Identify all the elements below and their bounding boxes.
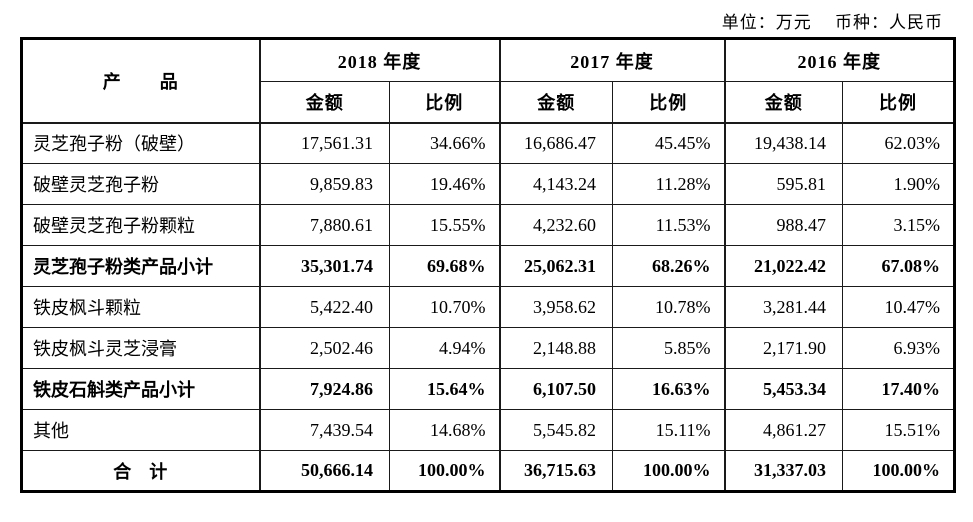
- amount-cell: 5,545.82: [498, 409, 613, 451]
- amount-header-2017: 金额: [498, 81, 613, 123]
- ratio-header-2016: 比例: [842, 81, 955, 123]
- product-cell: 铁皮枫斗颗粒: [21, 286, 260, 328]
- table-row: 铁皮枫斗灵芝浸膏 2,502.46 4.94% 2,148.88 5.85% 2,171.…: [21, 327, 955, 369]
- amount-cell: 50,666.14: [258, 450, 390, 492]
- ratio-cell: 6.93%: [842, 327, 955, 369]
- subheader-row: 金额 比例 金额 比例 金额 比例: [22, 81, 955, 123]
- amount-cell: 988.47: [723, 204, 843, 246]
- ratio-cell: 16.63%: [612, 368, 725, 410]
- amount-cell: 4,143.24: [498, 163, 613, 205]
- ratio-cell: 10.78%: [612, 286, 725, 328]
- ratio-cell: 14.68%: [389, 409, 500, 451]
- product-cell: 合 计: [21, 450, 260, 492]
- amount-cell: 3,281.44: [723, 286, 843, 328]
- amount-cell: 25,062.31: [498, 245, 613, 287]
- year-header-2016: 2016 年度: [723, 38, 955, 82]
- amount-cell: 17,561.31: [258, 122, 390, 164]
- ratio-cell: 1.90%: [842, 163, 955, 205]
- ratio-cell: 100.00%: [612, 450, 725, 492]
- table-row: 破壁灵芝孢子粉 9,859.83 19.46% 4,143.24 11.28% 595.8…: [21, 163, 955, 205]
- product-cell: 铁皮石斛类产品小计: [21, 368, 260, 410]
- ratio-cell: 17.40%: [842, 368, 955, 410]
- ratio-cell: 10.70%: [389, 286, 500, 328]
- ratio-cell: 3.15%: [842, 204, 955, 246]
- product-cell: 灵芝孢子粉（破壁）: [21, 122, 260, 164]
- amount-cell: 36,715.63: [498, 450, 613, 492]
- amount-cell: 35,301.74: [258, 245, 390, 287]
- ratio-cell: 15.55%: [389, 204, 500, 246]
- amount-cell: 2,171.90: [723, 327, 843, 369]
- amount-cell: 595.81: [723, 163, 843, 205]
- amount-cell: 4,861.27: [723, 409, 843, 451]
- amount-cell: 2,502.46: [258, 327, 390, 369]
- amount-cell: 21,022.42: [723, 245, 843, 287]
- amount-cell: 6,107.50: [498, 368, 613, 410]
- table-row: 其他 7,439.54 14.68% 5,545.82 15.11% 4,861.27 15…: [21, 409, 955, 451]
- ratio-cell: 11.28%: [612, 163, 725, 205]
- ratio-cell: 19.46%: [389, 163, 500, 205]
- ratio-cell: 69.68%: [389, 245, 500, 287]
- ratio-cell: 15.51%: [842, 409, 955, 451]
- product-cell: 其他: [21, 409, 260, 451]
- table-row: 灵芝孢子粉（破壁） 17,561.31 34.66% 16,686.47 45.45% 1…: [21, 122, 955, 164]
- ratio-cell: 45.45%: [612, 122, 725, 164]
- product-cell: 破壁灵芝孢子粉颗粒: [21, 204, 260, 246]
- ratio-header-2018: 比例: [389, 81, 500, 123]
- amount-cell: 9,859.83: [258, 163, 390, 205]
- amount-cell: 19,438.14: [723, 122, 843, 164]
- ratio-cell: 34.66%: [389, 122, 500, 164]
- ratio-cell: 62.03%: [842, 122, 955, 164]
- ratio-header-2017: 比例: [612, 81, 725, 123]
- product-column-header: 产 品: [21, 38, 260, 123]
- product-cell: 灵芝孢子粉类产品小计: [21, 245, 260, 287]
- product-cell: 铁皮枫斗灵芝浸膏: [21, 327, 260, 369]
- amount-cell: 31,337.03: [723, 450, 843, 492]
- product-cell: 破壁灵芝孢子粉: [21, 163, 260, 205]
- table-row: 破壁灵芝孢子粉颗粒 7,880.61 15.55% 4,232.60 11.53% 988…: [21, 204, 955, 246]
- amount-cell: 7,880.61: [258, 204, 390, 246]
- ratio-cell: 67.08%: [842, 245, 955, 287]
- total-row: 合 计 50,666.14 100.00% 36,715.63 100.00% 31,33…: [21, 450, 955, 492]
- ratio-cell: 5.85%: [612, 327, 725, 369]
- amount-cell: 16,686.47: [498, 122, 613, 164]
- ratio-cell: 4.94%: [389, 327, 500, 369]
- amount-cell: 7,924.86: [258, 368, 390, 410]
- amount-cell: 3,958.62: [498, 286, 613, 328]
- table-header: 产 品 2018 年度 2017 年度 2016 年度 金额 比例 金额 比例 …: [21, 38, 955, 123]
- amount-cell: 5,422.40: [258, 286, 390, 328]
- amount-cell: 2,148.88: [498, 327, 613, 369]
- year-header-2017: 2017 年度: [498, 38, 725, 82]
- ratio-cell: 100.00%: [842, 450, 955, 492]
- unit-currency-note: 单位：万元 币种：人民币: [721, 13, 943, 32]
- ratio-cell: 10.47%: [842, 286, 955, 328]
- amount-header-2018: 金额: [258, 81, 390, 123]
- product-revenue-table: 产 品 2018 年度 2017 年度 2016 年度 金额 比例 金额 比例 …: [20, 37, 956, 493]
- ratio-cell: 15.11%: [612, 409, 725, 451]
- amount-cell: 5,453.34: [723, 368, 843, 410]
- ratio-cell: 68.26%: [612, 245, 725, 287]
- ratio-cell: 11.53%: [612, 204, 725, 246]
- amount-cell: 4,232.60: [498, 204, 613, 246]
- subtotal-row: 铁皮石斛类产品小计 7,924.86 15.64% 6,107.50 16.63% 5,4…: [21, 368, 955, 410]
- year-header-2018: 2018 年度: [258, 38, 500, 82]
- year-header-row: 产 品 2018 年度 2017 年度 2016 年度: [21, 38, 955, 123]
- ratio-cell: 100.00%: [389, 450, 500, 492]
- subtotal-row: 灵芝孢子粉类产品小计 35,301.74 69.68% 25,062.31 68.26%…: [21, 245, 955, 287]
- table-row: 铁皮枫斗颗粒 5,422.40 10.70% 3,958.62 10.78% 3,281.…: [21, 286, 955, 328]
- ratio-cell: 15.64%: [389, 368, 500, 410]
- amount-cell: 7,439.54: [258, 409, 390, 451]
- table-body: 灵芝孢子粉（破壁） 17,561.31 34.66% 16,686.47 45.45% 1…: [21, 122, 955, 492]
- amount-header-2016: 金额: [723, 81, 843, 123]
